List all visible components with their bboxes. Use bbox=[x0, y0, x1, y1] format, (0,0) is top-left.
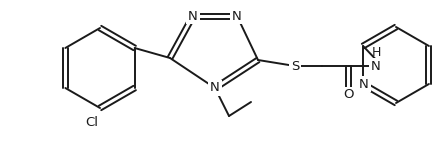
Text: Cl: Cl bbox=[85, 116, 98, 129]
Text: N: N bbox=[187, 9, 197, 23]
Text: N: N bbox=[370, 60, 380, 72]
Text: N: N bbox=[232, 9, 241, 23]
Text: S: S bbox=[290, 60, 299, 72]
Text: N: N bbox=[210, 81, 219, 94]
Text: N: N bbox=[358, 78, 368, 91]
Text: O: O bbox=[343, 89, 353, 102]
Text: H: H bbox=[371, 46, 380, 59]
